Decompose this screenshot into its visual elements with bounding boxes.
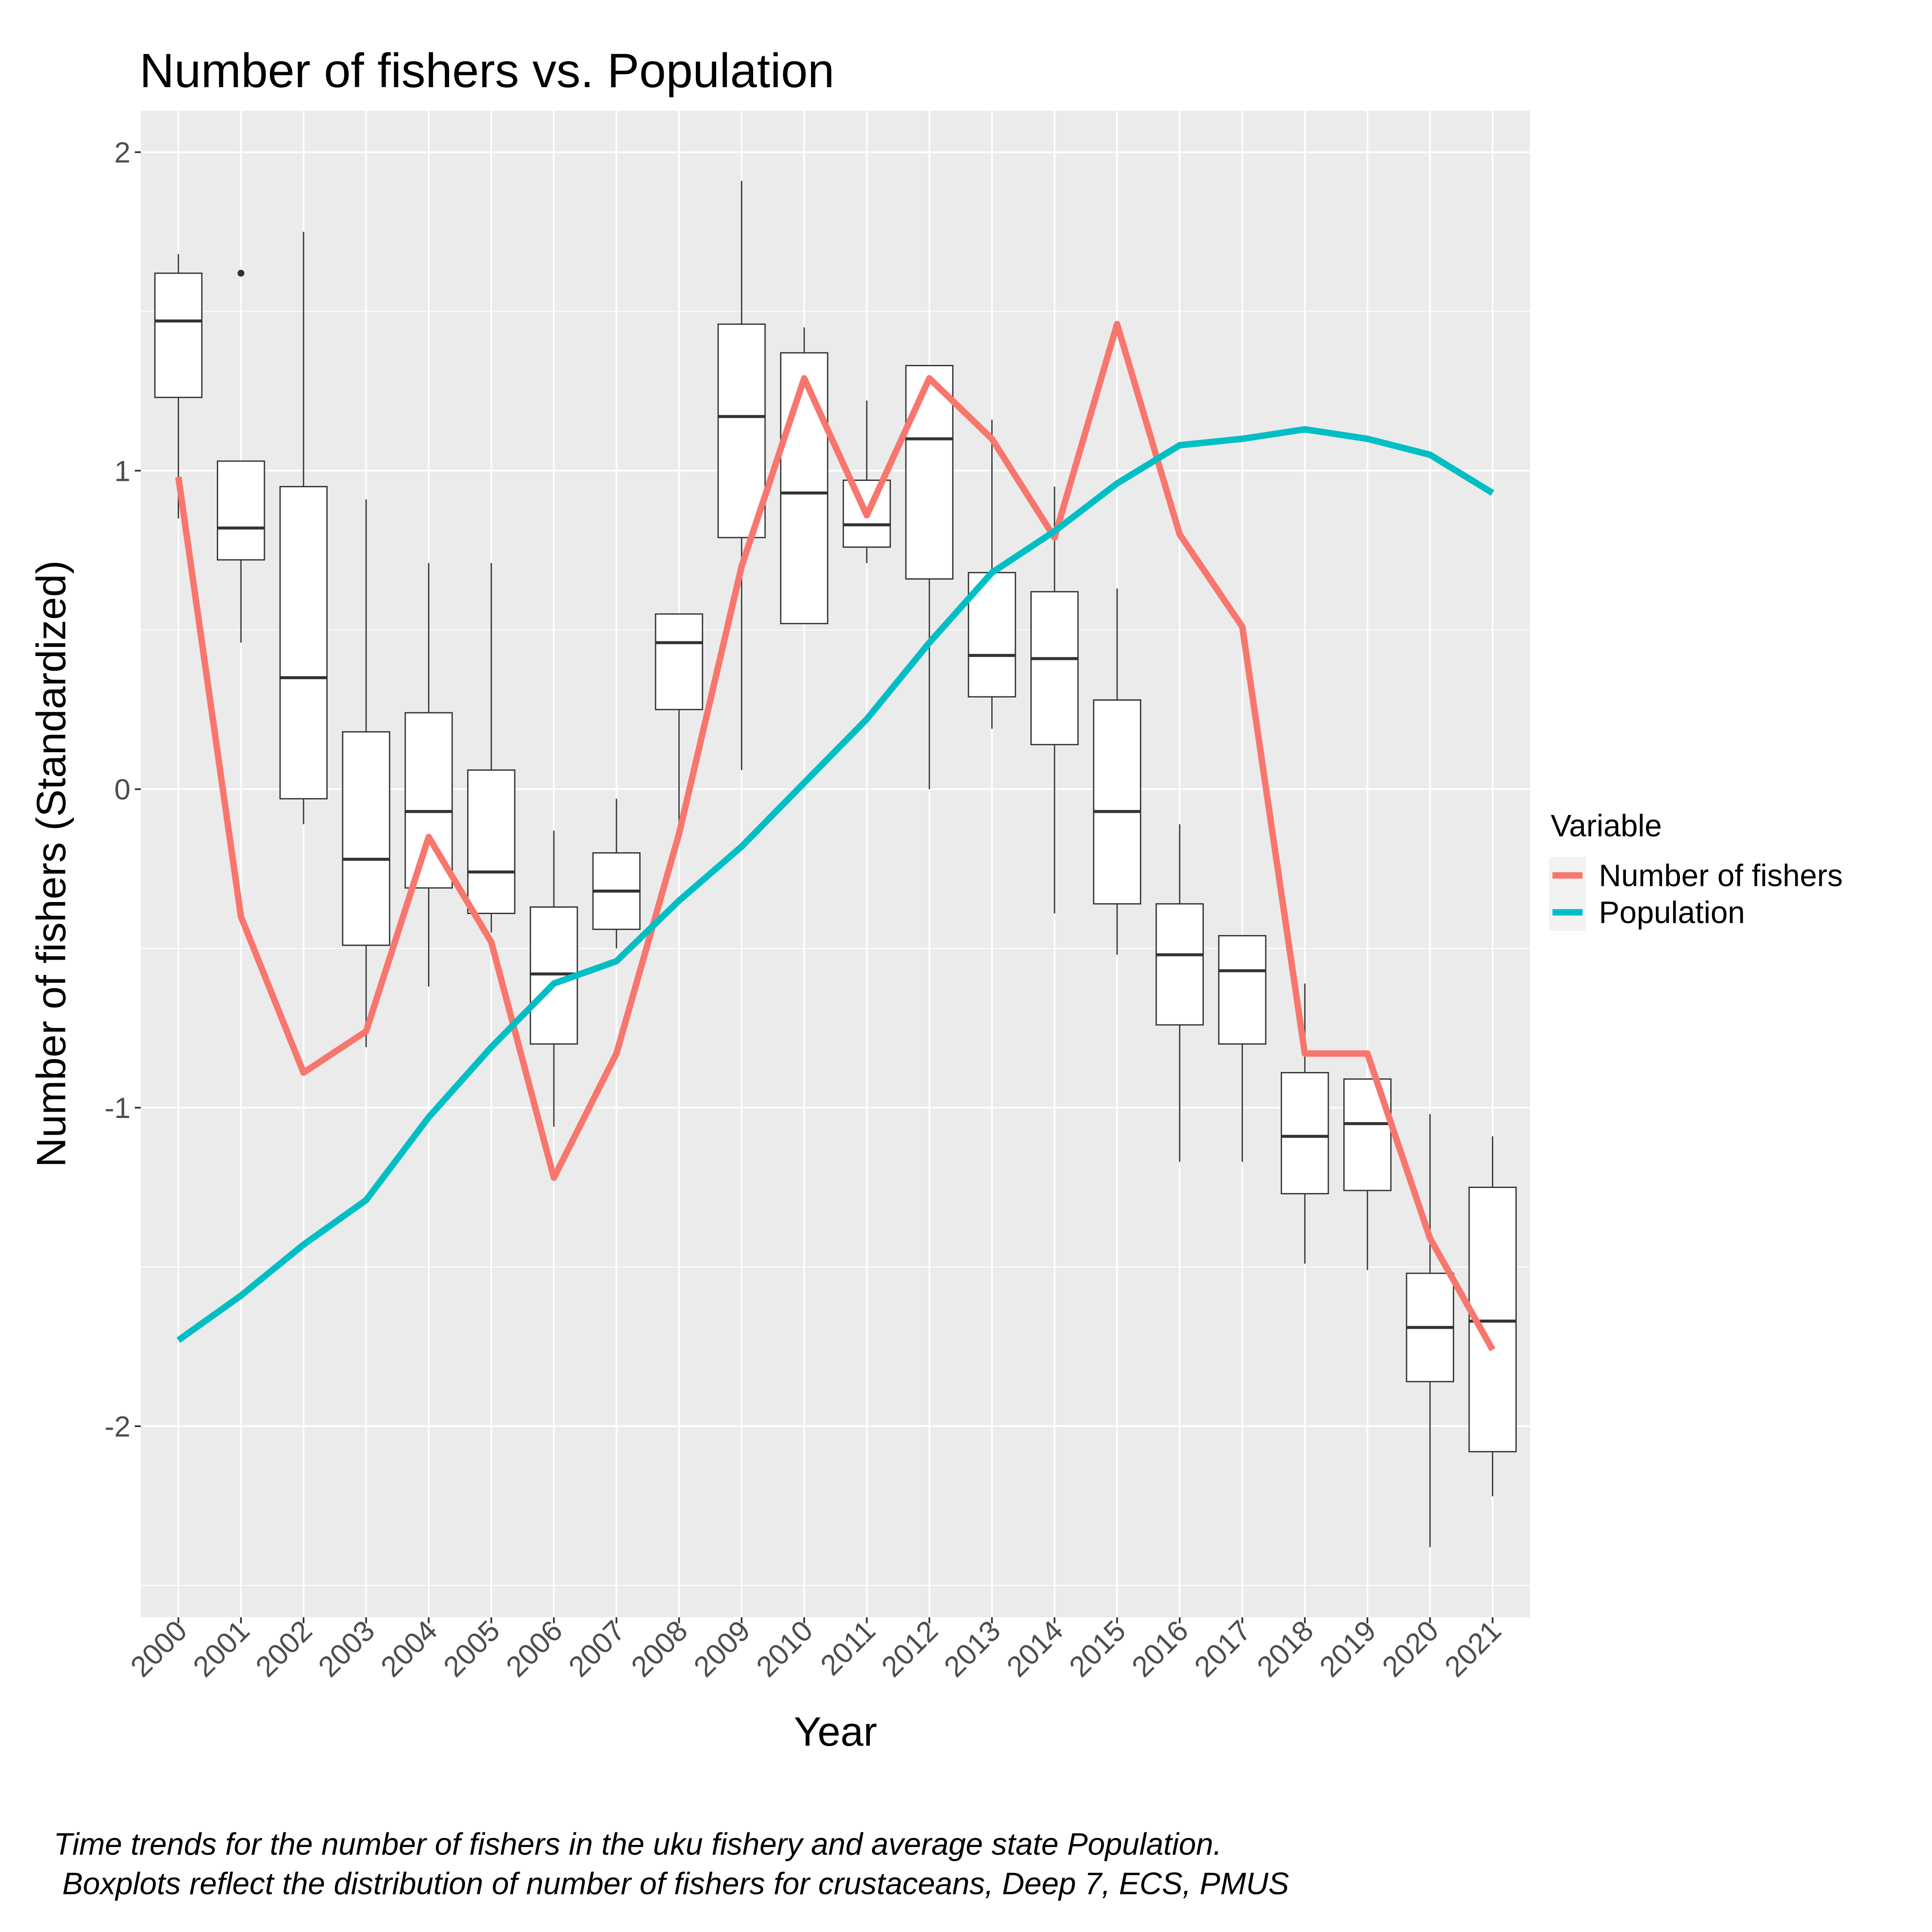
x-tick-label: 2010 xyxy=(750,1614,819,1683)
boxplot-box xyxy=(905,365,954,580)
x-tick-label: 2006 xyxy=(500,1614,569,1683)
y-axis: -2 -1 0 1 2 xyxy=(105,136,141,1443)
y-tick-label: -2 xyxy=(105,1410,131,1443)
boxplot-box xyxy=(467,769,516,914)
legend-title: Variable xyxy=(1551,809,1662,843)
legend-label-population: Population xyxy=(1599,896,1745,930)
boxplot-outlier xyxy=(237,270,245,277)
boxplot-2012 xyxy=(905,365,954,790)
chart-title: Number of fishers vs. Population xyxy=(140,44,835,97)
boxplot-2017 xyxy=(1218,935,1267,1162)
x-tick-label: 2000 xyxy=(124,1614,193,1683)
y-tick-label: 0 xyxy=(114,773,131,806)
x-tick-label: 2018 xyxy=(1251,1614,1320,1683)
x-tick-label: 2013 xyxy=(938,1614,1007,1683)
x-tick-label: 2002 xyxy=(249,1614,319,1683)
x-tick-label: 2021 xyxy=(1438,1614,1507,1683)
boxplot-2016 xyxy=(1155,824,1204,1162)
x-tick-label: 2008 xyxy=(625,1614,694,1683)
series-line-number-of-fishers xyxy=(175,321,1496,1352)
boxplot-box xyxy=(342,731,390,946)
x-tick-label: 2007 xyxy=(562,1614,632,1683)
boxplot-2021 xyxy=(1468,1136,1517,1497)
legend: Variable Number of fishers Population xyxy=(1549,809,1843,931)
boxplot-2010 xyxy=(780,327,829,624)
boxplot-box xyxy=(154,272,203,398)
boxplot-2018 xyxy=(1281,983,1329,1264)
y-tick-label: 1 xyxy=(114,455,131,487)
boxplot-box xyxy=(1155,903,1204,1026)
boxplot-2008 xyxy=(655,613,703,834)
x-tick-label: 2009 xyxy=(687,1614,756,1683)
x-tick-label: 2001 xyxy=(187,1614,256,1683)
y-tick-label: 2 xyxy=(114,136,131,169)
boxplot-2009 xyxy=(717,181,766,770)
boxplot-2005 xyxy=(467,563,516,933)
boxplot-2014 xyxy=(1030,486,1079,914)
y-tick-label: -1 xyxy=(105,1092,131,1124)
grid-minor xyxy=(141,311,1530,1586)
series-lines xyxy=(175,321,1496,1352)
x-tick-label: 2005 xyxy=(437,1614,506,1683)
boxplot-2020 xyxy=(1406,1114,1454,1547)
x-tick-label: 2011 xyxy=(814,1614,881,1682)
x-tick-label: 2004 xyxy=(374,1614,444,1683)
boxplot-box xyxy=(842,480,891,548)
boxplot-box xyxy=(1218,935,1267,1045)
x-axis-title: Year xyxy=(794,1709,877,1755)
boxplot-box xyxy=(1468,1186,1517,1452)
x-tick-label: 2019 xyxy=(1313,1614,1382,1683)
boxplot-box xyxy=(655,613,703,711)
boxplot-box xyxy=(279,486,328,799)
boxplot-box xyxy=(1281,1072,1329,1194)
boxplot-2003 xyxy=(342,499,390,1048)
boxplot-2007 xyxy=(592,799,641,949)
caption-line-1: Time trends for the number of fishers in… xyxy=(54,1827,1222,1862)
boxplot-2011 xyxy=(842,401,891,563)
series-line-population xyxy=(176,426,1495,1343)
x-tick-label: 2020 xyxy=(1376,1614,1445,1683)
y-axis-title: Number of fishers (Standardized) xyxy=(28,560,74,1167)
x-axis: 2000200120022003200420052006200720082009… xyxy=(124,1614,1507,1683)
boxplot-box xyxy=(717,323,766,538)
boxplot-box xyxy=(217,460,265,561)
boxplot-box xyxy=(1030,591,1079,745)
x-tick-label: 2017 xyxy=(1188,1614,1257,1683)
boxplot-box xyxy=(1093,699,1142,905)
legend-label-number-of-fishers: Number of fishers xyxy=(1599,859,1843,893)
boxplot-box xyxy=(780,352,829,624)
boxplot-2000 xyxy=(154,254,203,519)
boxplot-2002 xyxy=(279,231,328,824)
boxplots xyxy=(154,181,1517,1547)
boxplot-2015 xyxy=(1093,588,1142,955)
x-tick-label: 2015 xyxy=(1063,1614,1132,1683)
x-tick-label: 2016 xyxy=(1126,1614,1195,1683)
boxplot-2001 xyxy=(217,270,265,643)
caption-line-2: Boxplots reflect the distribution of num… xyxy=(54,1867,1289,1901)
x-tick-label: 2003 xyxy=(312,1614,381,1683)
x-tick-label: 2014 xyxy=(1000,1614,1069,1683)
x-tick-label: 2012 xyxy=(875,1614,944,1683)
